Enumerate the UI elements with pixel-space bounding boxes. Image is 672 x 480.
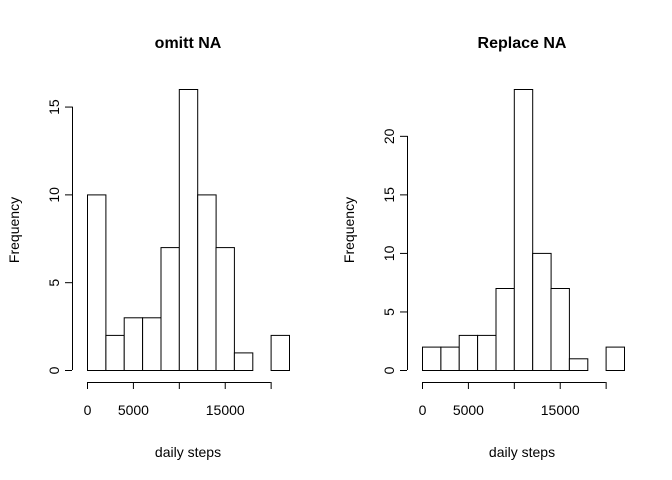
x-tick-label: 15000 — [206, 402, 245, 418]
x-tick-label: 0 — [419, 402, 427, 418]
y-tick-label: 0 — [381, 366, 397, 374]
x-tick-label: 0 — [84, 402, 92, 418]
x-tick-label: 15000 — [541, 402, 580, 418]
x-tick-label: 5000 — [118, 402, 149, 418]
x-tick-label: 5000 — [453, 402, 484, 418]
histogram-bar — [532, 252, 552, 371]
histogram-bar — [270, 334, 291, 371]
histogram-bar — [550, 288, 570, 371]
panel-replace-na: Replace NA daily steps Frequency 0 5000 15… — [341, 35, 625, 460]
histogram-bar — [215, 247, 235, 372]
histogram-bar — [440, 346, 460, 372]
histogram-bar — [123, 317, 144, 371]
y-tick-label: 15 — [46, 99, 62, 115]
y-axis-label: Frequency — [6, 197, 22, 263]
y-tick-label: 15 — [381, 187, 397, 203]
histogram-bar — [197, 194, 217, 371]
histogram-bar — [160, 247, 180, 372]
y-tick-label: 20 — [381, 128, 397, 144]
histogram-bar — [605, 346, 625, 372]
x-axis-label: daily steps — [155, 444, 221, 460]
histogram-bar — [422, 346, 442, 372]
histogram-bar — [495, 288, 515, 371]
histogram-bar — [87, 194, 107, 371]
histogram-bar — [477, 334, 497, 371]
histogram-bar — [178, 89, 199, 371]
histogram-bar — [142, 317, 162, 371]
y-tick-label: 10 — [381, 245, 397, 261]
histogram-bar — [233, 352, 254, 371]
histogram-bar — [105, 334, 125, 371]
histogram-bar — [458, 334, 479, 371]
chart-title: Replace NA — [478, 35, 567, 52]
y-tick-label: 5 — [381, 308, 397, 316]
histogram-bar — [568, 358, 589, 371]
y-tick-label: 10 — [46, 187, 62, 203]
chart-title: omitt NA — [155, 35, 222, 52]
panel-omitt-na: omitt NA daily steps Frequency 0 5000 1500… — [6, 35, 291, 460]
x-axis-label: daily steps — [489, 444, 555, 460]
y-tick-label: 5 — [46, 279, 62, 287]
y-axis-label: Frequency — [341, 197, 357, 263]
y-tick-label: 0 — [46, 366, 62, 374]
histogram-bar — [513, 89, 534, 371]
